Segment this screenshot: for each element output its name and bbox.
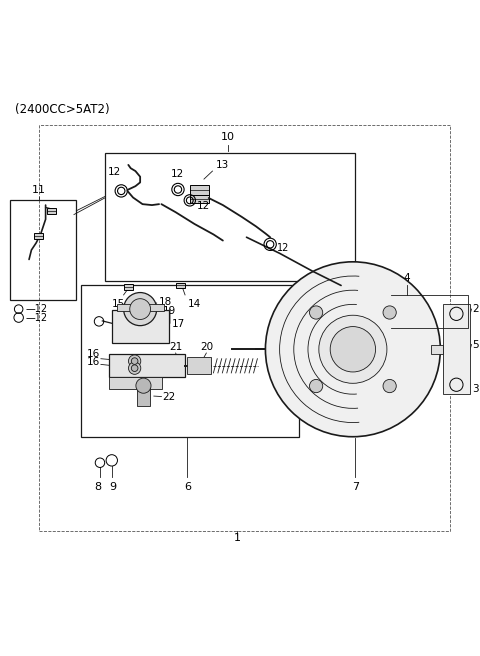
Text: —12: —12 — [25, 304, 48, 314]
Text: 8: 8 — [94, 482, 101, 491]
Text: (2400CC>5AT2): (2400CC>5AT2) — [15, 104, 109, 117]
Text: 14: 14 — [187, 298, 201, 309]
Text: 16: 16 — [87, 349, 100, 359]
Circle shape — [136, 378, 151, 393]
Text: 3: 3 — [472, 384, 479, 394]
Text: 1: 1 — [234, 533, 240, 543]
Circle shape — [265, 262, 440, 437]
Text: 5: 5 — [472, 340, 479, 350]
Circle shape — [124, 293, 156, 325]
Text: 10: 10 — [221, 132, 235, 142]
Text: 13: 13 — [216, 159, 229, 170]
Text: —12: —12 — [25, 313, 48, 323]
Text: 16: 16 — [87, 357, 100, 367]
Bar — [137, 388, 150, 406]
Circle shape — [330, 327, 375, 372]
Circle shape — [383, 379, 396, 393]
Circle shape — [132, 358, 138, 364]
Circle shape — [310, 379, 323, 393]
Text: 18: 18 — [159, 297, 172, 307]
Text: 12: 12 — [108, 167, 121, 176]
Text: 12: 12 — [170, 169, 184, 179]
Text: 4: 4 — [404, 273, 410, 283]
Bar — [109, 377, 162, 389]
Bar — [176, 283, 185, 288]
Circle shape — [383, 306, 396, 319]
Bar — [117, 304, 164, 311]
Bar — [124, 284, 132, 290]
Circle shape — [130, 298, 151, 319]
Text: 7: 7 — [352, 482, 359, 491]
Text: 12: 12 — [197, 201, 210, 211]
Text: 19: 19 — [162, 306, 176, 316]
Bar — [190, 195, 209, 203]
Circle shape — [129, 362, 141, 375]
Bar — [34, 233, 43, 239]
Text: 21: 21 — [169, 342, 182, 352]
Text: 12: 12 — [277, 243, 289, 253]
Bar — [187, 358, 211, 375]
Circle shape — [310, 306, 323, 319]
Bar — [10, 200, 76, 300]
Bar — [190, 185, 209, 195]
Bar — [109, 354, 185, 377]
Bar — [38, 125, 450, 531]
Bar — [47, 208, 57, 214]
Bar — [112, 310, 168, 343]
Text: 20: 20 — [200, 342, 213, 352]
Circle shape — [132, 365, 138, 371]
Text: 15: 15 — [112, 298, 125, 309]
Text: 6: 6 — [184, 482, 191, 491]
Text: 2: 2 — [472, 304, 479, 314]
Bar — [443, 304, 470, 394]
Circle shape — [319, 316, 387, 383]
Text: 22: 22 — [162, 392, 176, 401]
Bar — [81, 285, 299, 437]
Circle shape — [129, 355, 141, 367]
Text: 9: 9 — [109, 482, 117, 491]
Text: 11: 11 — [32, 185, 46, 195]
Text: 17: 17 — [172, 319, 185, 329]
Bar — [105, 153, 355, 281]
Bar — [431, 344, 443, 354]
